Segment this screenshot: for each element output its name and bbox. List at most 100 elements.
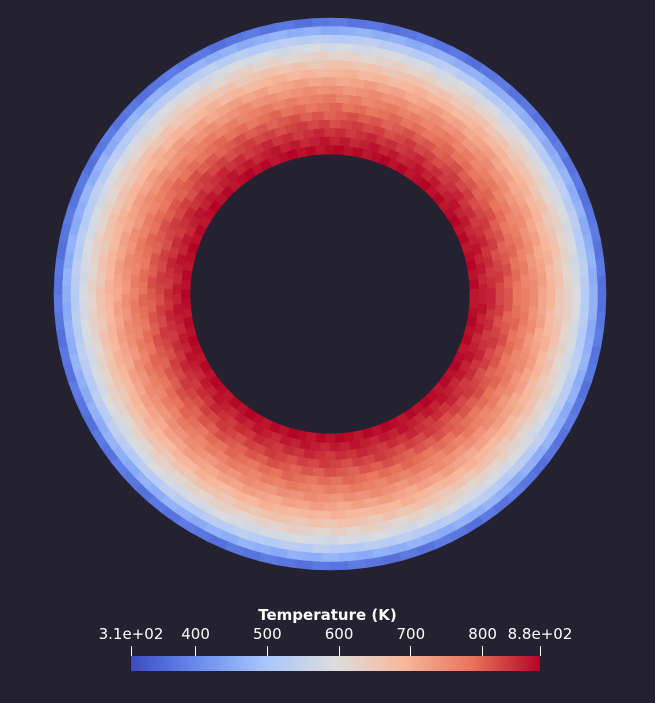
mesh-cell — [62, 267, 73, 286]
mesh-cell — [130, 274, 141, 289]
mesh-cell — [511, 281, 522, 295]
mesh-cell — [545, 278, 556, 295]
mesh-cell — [302, 128, 315, 140]
mesh-cell — [322, 518, 338, 528]
mesh-cell — [311, 111, 325, 122]
mesh-cell — [306, 60, 323, 71]
colorbar-tick-label: 3.1e+02 — [98, 625, 164, 643]
mesh-cell — [312, 543, 331, 554]
mesh-cell — [139, 268, 150, 283]
mesh-cell — [329, 136, 341, 147]
mesh-cell — [511, 293, 522, 307]
mesh-cell — [138, 293, 149, 307]
mesh-cell — [53, 293, 64, 313]
mesh-cell — [562, 277, 573, 295]
render-viewport[interactable] — [0, 0, 655, 600]
mesh-cell — [536, 300, 547, 316]
colorbar-gradient — [131, 656, 540, 671]
mesh-cell — [484, 266, 496, 279]
colorbar-tick-mark — [195, 646, 197, 656]
mesh-cell — [486, 288, 496, 300]
mesh-cell — [302, 491, 318, 502]
colorbar-tick-mark — [130, 646, 132, 656]
mesh-cell — [313, 51, 331, 62]
mesh-cell — [554, 286, 564, 302]
mesh-cell — [304, 474, 319, 485]
mesh-cell — [485, 298, 496, 311]
mesh-cell — [318, 458, 331, 469]
mesh-cell — [510, 268, 521, 283]
mesh-cell — [321, 43, 339, 53]
mesh-cell — [164, 288, 174, 300]
mesh-cell — [345, 128, 358, 140]
mesh-cell — [113, 286, 123, 302]
mesh-cell — [156, 304, 167, 318]
mesh-cell — [299, 112, 314, 123]
mesh-cell — [156, 270, 167, 284]
mesh-cell — [343, 431, 355, 443]
mesh-cell — [502, 275, 513, 289]
mesh-cell — [164, 298, 175, 311]
mesh-cell — [587, 302, 598, 321]
mesh-cell — [172, 273, 184, 285]
mesh-cell — [335, 466, 349, 477]
colorbar-tick-mark — [338, 646, 340, 656]
mesh-cell — [329, 543, 348, 554]
mesh-cell — [520, 287, 530, 301]
mesh-cell — [329, 492, 344, 503]
mesh-cell — [79, 269, 90, 287]
colorbar-tick-label: 8.8e+02 — [507, 625, 573, 643]
mesh-cell — [536, 272, 547, 288]
mesh-cell — [329, 475, 343, 486]
mesh-cell — [324, 128, 336, 138]
mesh-cell — [315, 432, 326, 443]
mesh-cell — [302, 86, 318, 97]
mesh-cell — [341, 103, 356, 114]
mesh-cell — [329, 68, 346, 79]
mesh-cell — [104, 293, 115, 310]
mesh-cell — [477, 283, 488, 295]
annulus-mesh — [53, 17, 607, 571]
mesh-cell — [302, 448, 315, 460]
mesh-cell — [571, 285, 581, 303]
mesh-cell — [502, 299, 513, 313]
mesh-cell — [587, 267, 598, 286]
mesh-cell — [147, 287, 157, 301]
mesh-cell — [329, 85, 344, 96]
mesh-cell — [317, 102, 331, 113]
mesh-cell — [527, 306, 538, 322]
mesh-cell — [494, 293, 505, 306]
mesh-cell — [79, 285, 89, 303]
mesh-cell — [579, 276, 590, 295]
mesh-cell — [96, 270, 107, 287]
mesh-cell — [570, 301, 581, 319]
mesh-cell — [320, 26, 340, 36]
mesh-cell — [319, 441, 331, 452]
mesh-cell — [324, 145, 336, 155]
mesh-cell — [121, 280, 132, 295]
mesh-cell — [528, 280, 539, 295]
mesh-cell — [172, 303, 184, 315]
mesh-cell — [313, 526, 331, 537]
mesh-cell — [113, 272, 124, 288]
mesh-cell — [323, 94, 337, 104]
mesh-cell — [303, 551, 322, 562]
mesh-cell — [306, 517, 323, 528]
mesh-cell — [468, 298, 479, 309]
mesh-cell — [334, 128, 347, 139]
mesh-cell — [329, 34, 348, 45]
mesh-cell — [494, 282, 505, 295]
mesh-cell — [336, 500, 352, 511]
mesh-cell — [339, 440, 351, 452]
mesh-cell — [352, 429, 365, 441]
mesh-cell — [310, 483, 325, 494]
mesh-cell — [183, 316, 195, 329]
mesh-cell — [138, 281, 149, 295]
mesh-cell — [588, 284, 598, 304]
colorbar-tick-mark — [410, 646, 412, 656]
colorbar-tick-label: 800 — [468, 625, 497, 643]
mesh-cell — [147, 299, 158, 313]
mesh-cell — [172, 293, 183, 305]
mesh-cell — [335, 483, 350, 494]
colorbar-tick-label: 400 — [181, 625, 210, 643]
